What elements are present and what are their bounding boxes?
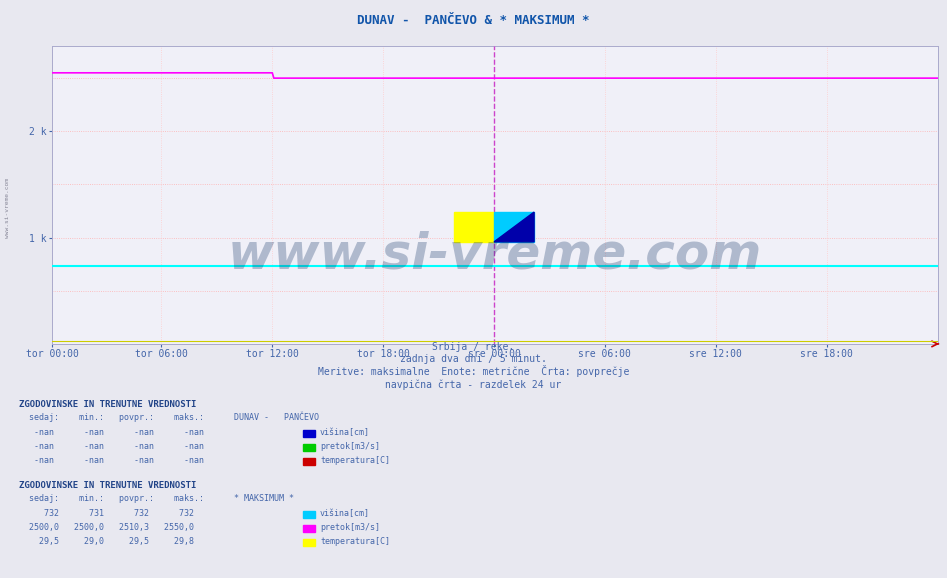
Text: -nan      -nan      -nan      -nan: -nan -nan -nan -nan bbox=[19, 442, 204, 451]
Text: zadnja dva dni / 5 minut.: zadnja dva dni / 5 minut. bbox=[400, 354, 547, 364]
Text: 732      731      732      732: 732 731 732 732 bbox=[19, 509, 194, 518]
Text: 2500,0   2500,0   2510,3   2550,0: 2500,0 2500,0 2510,3 2550,0 bbox=[19, 523, 194, 532]
Text: Meritve: maksimalne  Enote: metrične  Črta: povprečje: Meritve: maksimalne Enote: metrične Črta… bbox=[318, 365, 629, 377]
Text: sedaj:    min.:   povpr.:    maks.:      * MAKSIMUM *: sedaj: min.: povpr.: maks.: * MAKSIMUM * bbox=[19, 494, 294, 503]
Text: ZGODOVINSKE IN TRENUTNE VREDNOSTI: ZGODOVINSKE IN TRENUTNE VREDNOSTI bbox=[19, 481, 196, 490]
Text: www.si-vreme.com: www.si-vreme.com bbox=[227, 231, 762, 279]
Text: pretok[m3/s]: pretok[m3/s] bbox=[320, 523, 380, 532]
Bar bbox=[494, 212, 534, 242]
Text: DUNAV -  PANČEVO & * MAKSIMUM *: DUNAV - PANČEVO & * MAKSIMUM * bbox=[357, 14, 590, 27]
Text: temperatura[C]: temperatura[C] bbox=[320, 538, 390, 546]
Text: sedaj:    min.:   povpr.:    maks.:      DUNAV -   PANČEVO: sedaj: min.: povpr.: maks.: DUNAV - PANČ… bbox=[19, 412, 319, 422]
Text: pretok[m3/s]: pretok[m3/s] bbox=[320, 442, 380, 451]
Text: ZGODOVINSKE IN TRENUTNE VREDNOSTI: ZGODOVINSKE IN TRENUTNE VREDNOSTI bbox=[19, 401, 196, 409]
Text: Srbija / reke.: Srbija / reke. bbox=[433, 342, 514, 351]
Text: temperatura[C]: temperatura[C] bbox=[320, 457, 390, 465]
Polygon shape bbox=[494, 212, 534, 242]
Text: www.si-vreme.com: www.si-vreme.com bbox=[5, 178, 10, 238]
Text: -nan      -nan      -nan      -nan: -nan -nan -nan -nan bbox=[19, 457, 204, 465]
Text: višina[cm]: višina[cm] bbox=[320, 509, 370, 518]
Text: 29,5     29,0     29,5     29,8: 29,5 29,0 29,5 29,8 bbox=[19, 538, 194, 546]
Text: -nan      -nan      -nan      -nan: -nan -nan -nan -nan bbox=[19, 428, 204, 438]
Text: višina[cm]: višina[cm] bbox=[320, 428, 370, 438]
Text: navpična črta - razdelek 24 ur: navpična črta - razdelek 24 ur bbox=[385, 379, 562, 390]
Bar bbox=[454, 212, 494, 242]
